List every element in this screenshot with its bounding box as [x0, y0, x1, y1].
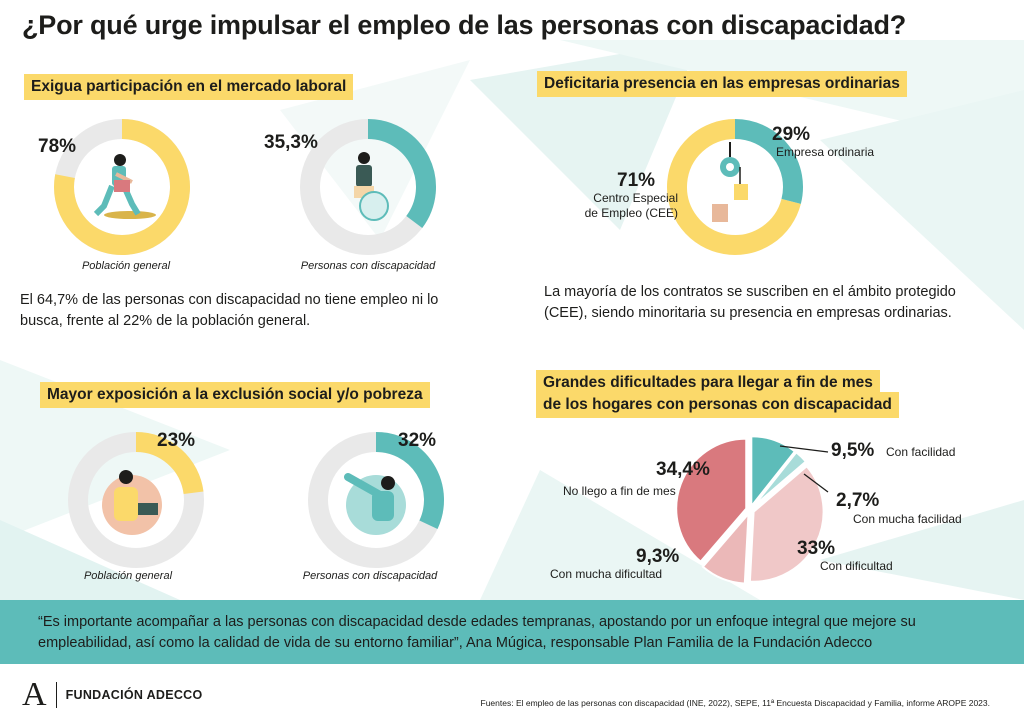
section2-heading: Deficitaria presencia en las empresas or… [537, 71, 907, 97]
slice-mucha-dificultad [701, 510, 750, 585]
leader-line-mucha-facilidad [803, 473, 829, 493]
person-illustration [102, 470, 162, 535]
donut-value-arc [375, 432, 444, 529]
donut-general-employment [54, 119, 190, 255]
general-poverty-caption: Población general [83, 570, 173, 582]
slice-label-no-llego: No llego a fin de mes [563, 484, 676, 498]
leader-line-facilidad [779, 445, 829, 453]
sources-note: Fuentes: El empleo de las personas con d… [480, 698, 990, 708]
slice-mucha-facilidad [751, 450, 808, 508]
pie-leader-lines [779, 445, 829, 493]
skateboarder-illustration [93, 154, 156, 219]
slice-label-facilidad: Con facilidad [886, 445, 956, 459]
section4-heading-line2: de los hogares con personas con discapac… [536, 392, 899, 418]
section3-heading: Mayor exposición a la exclusión social y… [40, 382, 430, 408]
slice-facilidad [750, 435, 797, 510]
general-employment-value: 78% [38, 136, 77, 157]
slice-value-dificultad: 33% [797, 538, 836, 559]
donut-arc-ordinary [734, 119, 803, 204]
donut-value-arc [54, 119, 190, 255]
donut-arc-cee [667, 119, 801, 255]
general-poverty-value: 23% [157, 430, 196, 451]
donut-value-arc [367, 119, 436, 228]
disability-poverty-caption: Personas con discapacidad [302, 570, 438, 582]
slice-label-dificultad: Con dificultad [820, 559, 893, 573]
fundacion-adecco-logo: A FUNDACIÓN ADECCO [22, 678, 203, 712]
quote-text: “Es importante acompañar a las personas … [38, 614, 916, 651]
pulley-illustration [712, 142, 748, 222]
disability-poverty-value: 32% [398, 430, 437, 451]
logo-text: FUNDACIÓN ADECCO [65, 688, 203, 702]
general-employment-caption: Población general [81, 260, 171, 272]
cee-label-line1: Centro Especial [593, 191, 678, 205]
donut-company-type [667, 119, 803, 255]
slice-label-mucha-facilidad: Con mucha facilidad [853, 512, 962, 526]
slice-value-mucha-facilidad: 2,7% [836, 490, 880, 511]
page-title: ¿Por qué urge impulsar el empleo de las … [22, 10, 907, 40]
donut-disability-poverty [308, 432, 444, 568]
disability-employment-value: 35,3% [264, 132, 318, 153]
slice-value-no-llego: 34,4% [656, 459, 710, 480]
slice-value-facilidad: 9,5% [831, 440, 875, 461]
slice-value-mucha-dificultad: 9,3% [636, 546, 680, 567]
donut-general-poverty [68, 432, 204, 568]
section1-paragraph: El 64,7% de las personas con discapacida… [20, 292, 439, 329]
pie-end-of-month [675, 435, 825, 585]
section4-heading-line1: Grandes dificultades para llegar a fin d… [536, 370, 880, 396]
person-reaching-illustration [344, 473, 406, 535]
donut-value-arc [135, 432, 204, 495]
slice-no-llego [675, 437, 748, 564]
slice-label-mucha-dificultad: Con mucha dificultad [550, 567, 663, 581]
section2-paragraph: La mayoría de los contratos se suscriben… [544, 284, 956, 321]
cee-value: 71% [617, 170, 656, 191]
cee-label-line2: de Empleo (CEE) [584, 206, 678, 220]
logo-divider [55, 682, 57, 708]
ordinary-company-label: Empresa ordinaria [776, 145, 875, 159]
section1-heading: Exigua participación en el mercado labor… [24, 74, 354, 100]
wheelchair-user-illustration [354, 152, 389, 221]
quote-band [0, 600, 1024, 664]
ordinary-company-value: 29% [772, 124, 811, 145]
donut-disability-employment [300, 119, 436, 255]
disability-employment-caption: Personas con discapacidad [300, 260, 436, 272]
logo-letter: A [22, 676, 47, 713]
slice-dificultad [748, 464, 825, 583]
